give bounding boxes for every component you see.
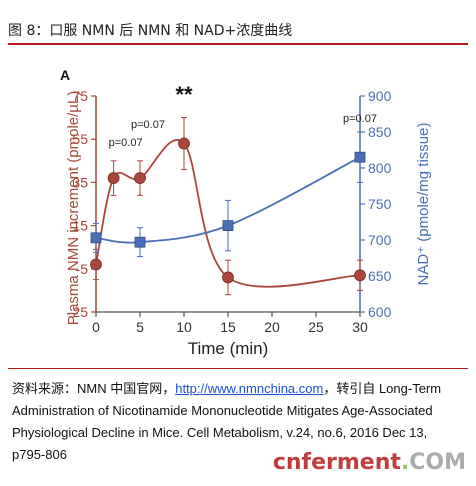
nad-data-point: [134, 236, 146, 248]
right-tick-label: 900: [368, 88, 392, 104]
x-tick-label: 30: [352, 319, 368, 335]
p-value-annotation: p=0.07: [109, 137, 143, 149]
source-note: 资料来源：NMN 中国官网，http://www.nmnchina.com，转引…: [12, 378, 464, 466]
nad-series-line: [95, 156, 361, 244]
nmn-data-point: [354, 269, 366, 282]
right-tick-label: 650: [368, 268, 392, 284]
title-rule: [8, 43, 468, 45]
x-tick-label: 20: [264, 319, 280, 335]
left-tick-label: -5: [76, 261, 89, 277]
panel-label: A: [60, 67, 70, 83]
p-value-annotation: p=0.07: [343, 113, 377, 125]
source-rule: [8, 368, 468, 369]
significance-annotation: **: [175, 82, 193, 107]
nad-data-point: [354, 151, 366, 163]
right-tick-label: 800: [368, 160, 392, 176]
right-tick-label: 700: [368, 232, 392, 248]
nmn-data-point: [90, 258, 102, 271]
left-tick-label: 55: [72, 131, 88, 147]
nmn-data-point: [134, 172, 146, 184]
watermark-logo: cnferment.COM: [272, 450, 466, 475]
left-tick-label: 35: [72, 174, 88, 190]
left-tick-label: -25: [68, 304, 88, 320]
nmn-data-point: [107, 172, 120, 184]
right-axis-label: NAD⁺ (pmole/mg tissue): [415, 123, 432, 286]
right-tick-label: 600: [368, 304, 392, 320]
figure-title: 图 8：口服 NMN 后 NMN 和 NAD+浓度曲线: [8, 23, 293, 39]
p-value-annotation: p=0.07: [131, 119, 165, 131]
nad-data-point: [222, 220, 234, 232]
x-tick-label: 25: [308, 319, 324, 335]
source-suffix: ，转引自 Long-Term Administration of Nicotin…: [12, 381, 442, 462]
x-tick-label: 10: [176, 319, 192, 335]
x-tick-label: 5: [136, 319, 144, 335]
right-tick-label: 750: [368, 196, 392, 212]
nmn-data-point: [222, 271, 234, 284]
x-tick-label: 0: [92, 319, 100, 335]
right-tick-label: 850: [368, 124, 392, 140]
source-prefix: 资料来源：NMN 中国官网，: [12, 381, 176, 396]
x-axis-label: Time (min): [188, 339, 269, 358]
left-tick-label: 75: [72, 88, 88, 104]
nad-data-point: [90, 232, 102, 244]
left-tick-label: 15: [72, 218, 88, 234]
source-link[interactable]: http://www.nmnchina.com: [175, 381, 324, 396]
x-tick-label: 15: [220, 319, 236, 335]
nmn-data-point: [178, 137, 190, 150]
chart: A -25 -5 15 35 55 75 600 650 700 750 800 850 900 0 5 10 1…: [60, 67, 432, 358]
left-axis-label: Plasma NMN increment (pmole/µL): [65, 91, 82, 326]
